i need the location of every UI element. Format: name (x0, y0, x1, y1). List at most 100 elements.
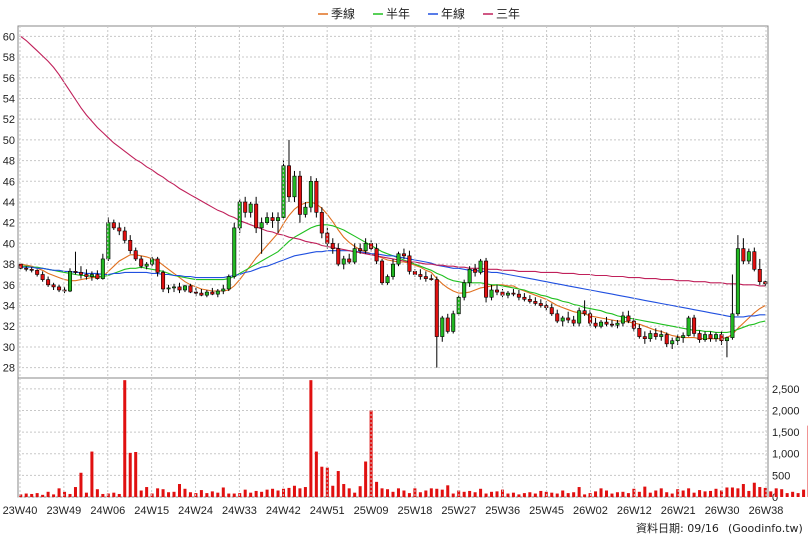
volume-bar (632, 488, 636, 497)
candle-body (571, 319, 576, 324)
data-date-label: 資料日期: 09/16 (636, 521, 719, 535)
candlestick (106, 217, 111, 262)
volume-bar (265, 489, 269, 497)
volume-bar (774, 488, 778, 497)
volume-bar (791, 491, 795, 497)
candlestick (204, 290, 209, 298)
candle-body (40, 274, 45, 280)
volume-bar (90, 451, 94, 497)
x-tick-label: 26W12 (617, 505, 652, 517)
candlestick (566, 311, 571, 324)
legend-label-3: 年線 (441, 6, 465, 21)
candle-body (445, 317, 450, 332)
candle-body (363, 243, 368, 251)
candle-body (599, 321, 604, 327)
candlestick (133, 247, 138, 262)
candle-body (533, 301, 538, 304)
candlestick (188, 283, 193, 294)
candle-body (703, 334, 708, 340)
candle-body (270, 217, 275, 221)
candle-body (555, 313, 560, 322)
price-y-tick-label: 38 (3, 259, 15, 271)
volume-bar (709, 490, 713, 497)
candlestick (155, 256, 160, 277)
candlestick (719, 331, 724, 345)
volume-bar (161, 489, 165, 497)
volume-bar (665, 492, 669, 497)
candle-body (188, 285, 193, 293)
candlestick (451, 310, 456, 334)
candlestick (73, 251, 78, 275)
price-y-tick-label: 30 (3, 342, 15, 354)
volume-bar (758, 487, 762, 497)
volume-bar (30, 493, 34, 497)
candle-body (631, 320, 636, 329)
volume-bar (314, 451, 318, 497)
price-y-tick-label: 36 (3, 280, 15, 292)
volume-bar (785, 493, 789, 497)
volume-y-tick-label: 2,000 (772, 405, 800, 417)
candle-body (128, 240, 133, 251)
x-tick-label: 25W36 (485, 505, 520, 517)
volume-bar (736, 488, 740, 497)
candle-body (193, 291, 198, 294)
candlestick (95, 270, 100, 280)
volume-bar (495, 491, 499, 497)
candle-body (686, 317, 691, 336)
volume-bar (353, 492, 357, 497)
candle-body (484, 260, 489, 298)
ma-line-3 (20, 250, 766, 318)
price-y-tick-label: 56 (3, 73, 15, 85)
candle-body (62, 289, 67, 292)
candlestick (757, 258, 762, 285)
candle-body (648, 333, 653, 339)
volume-bar (490, 491, 494, 497)
candle-body (155, 258, 160, 273)
candlestick (549, 303, 554, 316)
volume-bar (539, 490, 543, 497)
candle-body (659, 334, 664, 337)
candle-body (259, 222, 264, 229)
candle-body (177, 286, 182, 291)
candlestick (303, 202, 308, 218)
candlestick (434, 276, 439, 368)
volume-bar (714, 488, 718, 497)
volume-plot-frame (17, 377, 769, 498)
candlestick (286, 139, 291, 202)
candle-body (221, 288, 226, 292)
candlestick (407, 250, 412, 275)
candle-body (615, 322, 620, 326)
candle-body (51, 284, 56, 288)
candlestick (391, 258, 395, 280)
candlestick (139, 255, 144, 269)
volume-bar (511, 492, 515, 497)
volume-bar (577, 487, 581, 497)
volume-bar (35, 493, 39, 497)
volume-bar (648, 492, 652, 497)
volume-bar (610, 493, 614, 497)
volume-bar (216, 492, 220, 497)
volume-bar (369, 410, 373, 497)
candlestick (358, 243, 363, 254)
price-y-tick-label: 58 (3, 52, 15, 64)
candle-body (276, 217, 281, 221)
candlestick (516, 290, 521, 301)
candlestick (418, 269, 423, 280)
candlestick (631, 317, 636, 332)
volume-bar (205, 493, 209, 497)
volume-bar (73, 487, 77, 497)
volume-bar (221, 487, 225, 497)
candle-body (84, 274, 89, 277)
candle-body (681, 335, 686, 338)
candlestick (637, 324, 642, 339)
volume-bar (599, 488, 603, 497)
volume-bar (752, 482, 756, 497)
candle-body (440, 317, 445, 337)
candlestick (522, 293, 527, 302)
volume-bar (550, 492, 554, 497)
volume-bar (780, 489, 784, 497)
x-tick-label: 24W06 (90, 505, 125, 517)
volume-bar (703, 491, 707, 497)
volume-bar (462, 491, 466, 497)
